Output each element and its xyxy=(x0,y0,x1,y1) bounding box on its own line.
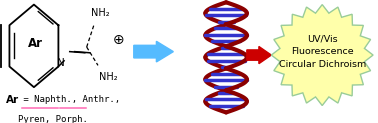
Polygon shape xyxy=(271,5,373,106)
FancyArrow shape xyxy=(134,41,174,62)
Text: ⊕: ⊕ xyxy=(113,33,124,47)
Text: UV/Vis
Fluorescence
Circular Dichroism: UV/Vis Fluorescence Circular Dichroism xyxy=(279,34,366,69)
Text: Ar: Ar xyxy=(6,95,19,105)
Text: NH₂: NH₂ xyxy=(91,8,109,18)
Text: NH₂: NH₂ xyxy=(99,72,118,82)
Text: Ar: Ar xyxy=(28,37,43,50)
Text: Pyren, Porph.: Pyren, Porph. xyxy=(18,115,88,123)
Text: N: N xyxy=(57,58,65,68)
FancyArrow shape xyxy=(247,46,271,64)
Text: = Naphth., Anthr.,: = Naphth., Anthr., xyxy=(18,95,120,104)
